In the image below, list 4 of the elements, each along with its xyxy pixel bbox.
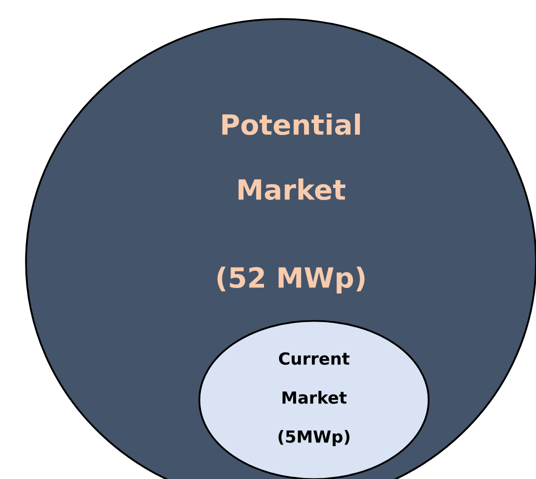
data-label: (52 MWp) [217,266,365,294]
data-label: (5MWp) [278,430,350,446]
category-label: Potential Market [222,114,360,200]
category-label: Current Market [278,352,350,404]
